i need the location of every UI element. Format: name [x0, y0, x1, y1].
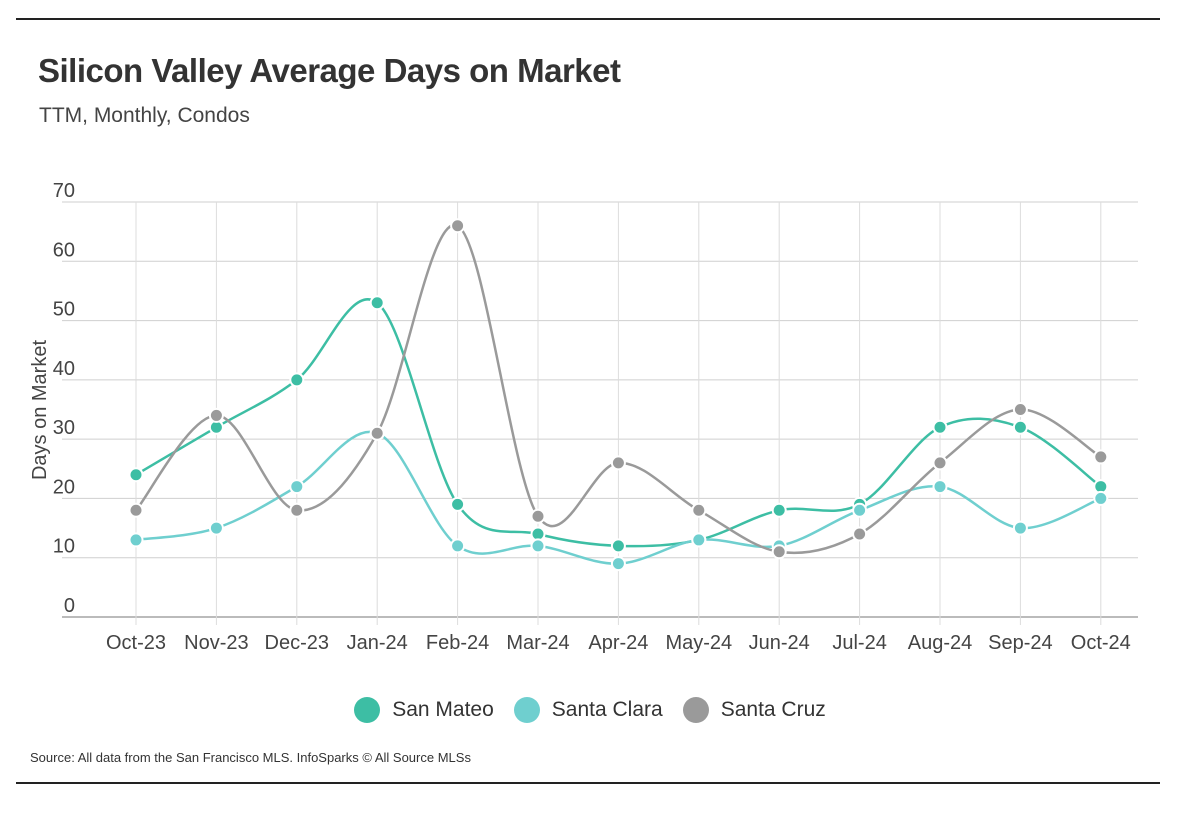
chart-title: Silicon Valley Average Days on Market — [38, 52, 621, 89]
x-tick-label: Sep-24 — [988, 632, 1053, 654]
legend-item-santa-clara[interactable]: Santa Clara — [513, 697, 663, 723]
data-point-santa-clara — [932, 479, 948, 495]
data-point-santa-cruz — [208, 407, 224, 423]
data-point-san-mateo — [932, 419, 948, 435]
data-point-santa-clara — [691, 532, 707, 548]
chart-subtitle: TTM, Monthly, Condos — [39, 104, 250, 127]
x-tick-label: Feb-24 — [426, 632, 489, 654]
y-tick-label: 70 — [53, 180, 75, 202]
y-tick-label: 0 — [64, 595, 75, 617]
data-point-san-mateo — [289, 372, 305, 388]
data-point-santa-cruz — [610, 455, 626, 471]
data-point-san-mateo — [771, 502, 787, 518]
data-point-santa-cruz — [530, 508, 546, 524]
y-tick-label: 20 — [53, 476, 75, 498]
y-tick-label: 40 — [53, 358, 75, 380]
y-tick-label: 50 — [53, 299, 75, 321]
x-tick-label: Apr-24 — [588, 632, 648, 654]
data-point-santa-clara — [289, 479, 305, 495]
data-point-san-mateo — [1012, 419, 1028, 435]
data-point-santa-clara — [852, 502, 868, 518]
data-point-santa-clara — [1012, 520, 1028, 536]
x-tick-label: Aug-24 — [908, 632, 973, 654]
data-point-santa-cruz — [1093, 449, 1109, 465]
data-point-santa-clara — [1093, 490, 1109, 506]
data-point-santa-cruz — [691, 502, 707, 518]
y-tick-label: 10 — [53, 536, 75, 558]
data-point-santa-cruz — [1012, 402, 1028, 417]
chart-legend: San Mateo Santa Clara Santa Cruz — [0, 697, 1180, 723]
y-axis-ticks: 0 10 20 30 40 50 60 70 — [53, 180, 75, 617]
legend-marker-icon — [513, 697, 540, 723]
x-tick-label: Jul-24 — [832, 632, 886, 654]
x-tick-label: Jun-24 — [749, 632, 810, 654]
legend-item-santa-cruz[interactable]: Santa Cruz — [682, 697, 826, 723]
legend-item-san-mateo[interactable]: San Mateo — [354, 697, 494, 723]
source-note: Source: All data from the San Francisco … — [30, 750, 471, 765]
x-tick-label: Nov-23 — [184, 632, 248, 654]
data-point-santa-cruz — [450, 218, 466, 234]
data-point-san-mateo — [128, 467, 144, 483]
y-tick-label: 60 — [53, 239, 75, 261]
legend-marker-icon — [354, 697, 381, 723]
data-point-san-mateo — [450, 496, 466, 512]
legend-marker-icon — [682, 697, 709, 723]
legend-label: San Mateo — [392, 698, 494, 721]
legend-label: Santa Clara — [551, 698, 663, 721]
data-point-san-mateo — [610, 538, 626, 554]
x-tick-label: Dec-23 — [265, 632, 329, 654]
x-tick-label: Jan-24 — [347, 632, 408, 654]
data-point-santa-clara — [610, 556, 626, 572]
y-tick-label: 30 — [53, 417, 75, 439]
data-point-santa-cruz — [128, 502, 144, 518]
top-rule — [16, 18, 1160, 20]
data-point-santa-cruz — [771, 544, 787, 560]
data-point-san-mateo — [369, 295, 385, 311]
data-point-santa-clara — [530, 538, 546, 554]
x-axis-ticks: Oct-23 Nov-23 Dec-23 Jan-24 Feb-24 Mar-24 Apr-… — [106, 632, 1131, 654]
data-point-santa-cruz — [852, 526, 868, 542]
data-point-santa-clara — [450, 538, 466, 554]
data-point-santa-cruz — [932, 455, 948, 471]
x-tick-label: Oct-24 — [1071, 632, 1131, 654]
bottom-rule — [16, 782, 1160, 784]
legend-label: Santa Cruz — [720, 698, 826, 721]
data-point-santa-cruz — [289, 502, 305, 518]
y-axis-label: Days on Market — [29, 340, 51, 480]
data-point-santa-cruz — [369, 425, 385, 441]
line-chart: 0 10 20 30 40 50 60 70 Oct-23 Nov-23 Dec-23 Jan-24… — [29, 180, 1138, 654]
data-point-santa-clara — [208, 520, 224, 536]
x-tick-label: May-24 — [665, 632, 732, 654]
x-tick-label: Oct-23 — [106, 632, 166, 654]
data-point-santa-clara — [128, 532, 144, 548]
x-tick-label: Mar-24 — [506, 632, 569, 654]
series-points — [128, 218, 1109, 572]
